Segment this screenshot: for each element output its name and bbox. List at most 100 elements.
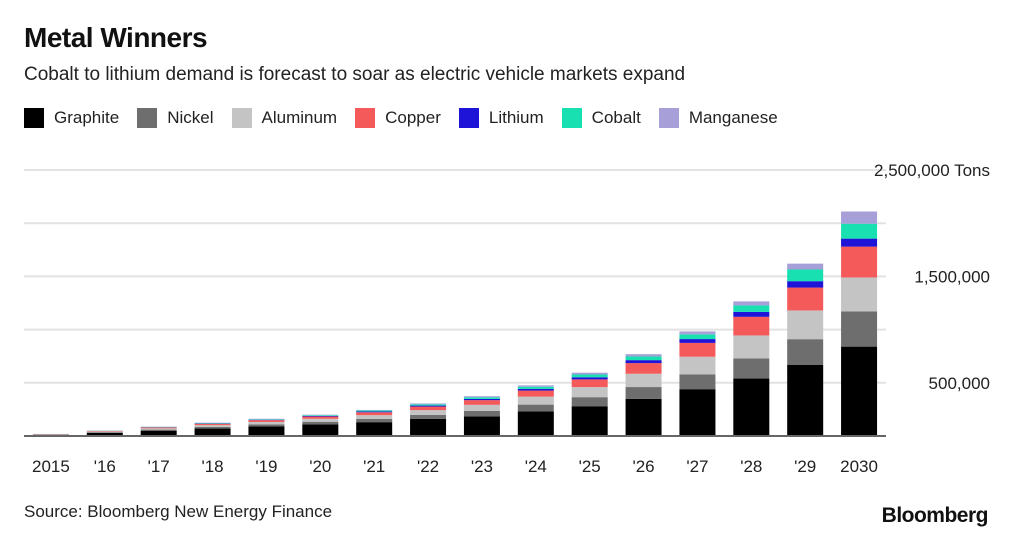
bar-segment-graphite [86, 432, 123, 436]
x-tick-label: '19 [255, 457, 277, 476]
bar-segment-manganese [787, 263, 824, 270]
bar-segment-nickel [248, 424, 285, 427]
bar-segment-copper [86, 430, 123, 432]
bar-segment-aluminum [140, 428, 177, 430]
legend-item-graphite: Graphite [24, 108, 119, 128]
bar-segment-aluminum [410, 410, 447, 415]
bar-segment-lithium [410, 405, 447, 407]
legend-item-cobalt: Cobalt [561, 108, 641, 128]
bar-segment-nickel [571, 397, 608, 407]
legend-swatch [137, 108, 158, 128]
bar-segment-graphite [679, 389, 716, 436]
x-tick-label: '28 [740, 457, 762, 476]
bar-segment-cobalt [841, 223, 878, 239]
stacked-bar-chart: 2,500,000 Tons 1,500,000 500,000 2015 '16 '17… [24, 161, 990, 476]
legend: Graphite Nickel Aluminum Copper Lithium Cobal… [24, 108, 796, 128]
bar-segment-aluminum [571, 387, 608, 398]
bar-segment-nickel [302, 421, 339, 425]
bar-segment-graphite [194, 428, 231, 436]
bar-segment-manganese [302, 414, 339, 416]
bar-segment-copper [140, 427, 177, 429]
bar-segment-cobalt [625, 356, 662, 361]
legend-item-manganese: Manganese [658, 108, 778, 128]
x-tick-label: '16 [94, 457, 116, 476]
legend-item-lithium: Lithium [458, 108, 544, 128]
legend-label: Lithium [488, 108, 544, 127]
bar-segment-aluminum [841, 277, 878, 312]
bar-segment-manganese [517, 385, 554, 387]
bar-segment-nickel [733, 358, 770, 379]
y-tick-label: 500,000 [929, 374, 990, 393]
bar-segment-cobalt [463, 397, 500, 399]
bar-segment-manganese [733, 301, 770, 306]
bar-segment-copper [841, 246, 878, 278]
legend-item-nickel: Nickel [137, 108, 214, 128]
y-tick-label: 2,500,000 Tons [874, 161, 990, 180]
bar-segment-graphite [302, 424, 339, 436]
bar-segment-copper [194, 423, 231, 426]
bar-segment-aluminum [356, 415, 393, 419]
x-tick-label: '22 [417, 457, 439, 476]
bar-segment-nickel [787, 339, 824, 365]
bar-segment-copper [248, 420, 285, 422]
x-tick-label: '18 [201, 457, 223, 476]
legend-label: Cobalt [591, 108, 641, 127]
bar-segment-graphite [248, 426, 285, 436]
bar-segment-aluminum [787, 310, 824, 340]
bar-segment-cobalt [410, 404, 447, 406]
bar-segment-manganese [625, 354, 662, 357]
bar-segment-aluminum [302, 418, 339, 422]
y-tick-label: 1,500,000 [914, 267, 990, 286]
bar-segment-graphite [733, 378, 770, 436]
x-tick-label: '20 [309, 457, 331, 476]
bar-segment-manganese [841, 211, 878, 224]
bar-segment-cobalt [571, 374, 608, 378]
bar-segment-lithium [571, 377, 608, 380]
source-note: Source: Bloomberg New Energy Finance [24, 502, 333, 521]
legend-swatch [355, 108, 376, 128]
bar-segment-copper [679, 342, 716, 357]
bar-segment-aluminum [625, 373, 662, 388]
bar-segment-nickel [194, 426, 231, 429]
legend-swatch [458, 108, 479, 128]
x-tick-label: '26 [632, 457, 654, 476]
legend-label: Copper [385, 108, 441, 127]
bar-segment-copper [302, 416, 339, 419]
bar-segment-copper [410, 406, 447, 411]
x-tick-label: '17 [148, 457, 170, 476]
x-tick-label: 2015 [32, 457, 70, 476]
bar-segment-graphite [140, 430, 177, 436]
bar-segment-manganese [356, 409, 393, 411]
bar-segment-manganese [571, 372, 608, 375]
bar-segment-manganese [410, 403, 447, 405]
bar-segment-copper [733, 316, 770, 336]
bar-segment-lithium [302, 415, 339, 417]
bar-segment-lithium [679, 339, 716, 343]
legend-swatch [24, 108, 44, 128]
bar-segment-lithium [625, 360, 662, 364]
bar-segment-graphite [841, 346, 878, 436]
chart-subtitle: Cobalt to lithium demand is forecast to … [24, 64, 686, 85]
bar-segment-copper [625, 363, 662, 374]
bar-segment-manganese [679, 331, 716, 335]
x-tick-label: '25 [579, 457, 601, 476]
legend-label: Aluminum [261, 108, 338, 127]
brand-logo: Bloomberg [881, 504, 989, 527]
bar-segment-cobalt [517, 386, 554, 389]
bar-segment-graphite [787, 364, 824, 436]
bar-segment-cobalt [302, 415, 339, 416]
bar-segment-graphite [571, 406, 608, 436]
x-tick-label: '21 [363, 457, 385, 476]
legend-label: Graphite [54, 108, 120, 127]
x-tick-label: '23 [471, 457, 493, 476]
legend-swatch [231, 108, 252, 128]
x-tick-label: '29 [794, 457, 816, 476]
bar-segment-manganese [463, 396, 500, 398]
bar-segment-nickel [410, 414, 447, 419]
bar-segment-cobalt [787, 269, 824, 282]
x-tick-label: '27 [686, 457, 708, 476]
bar-segment-copper [356, 412, 393, 416]
legend-label: Nickel [167, 108, 214, 127]
chart-title: Metal Winners [24, 22, 208, 53]
bar-segment-lithium [356, 411, 393, 413]
